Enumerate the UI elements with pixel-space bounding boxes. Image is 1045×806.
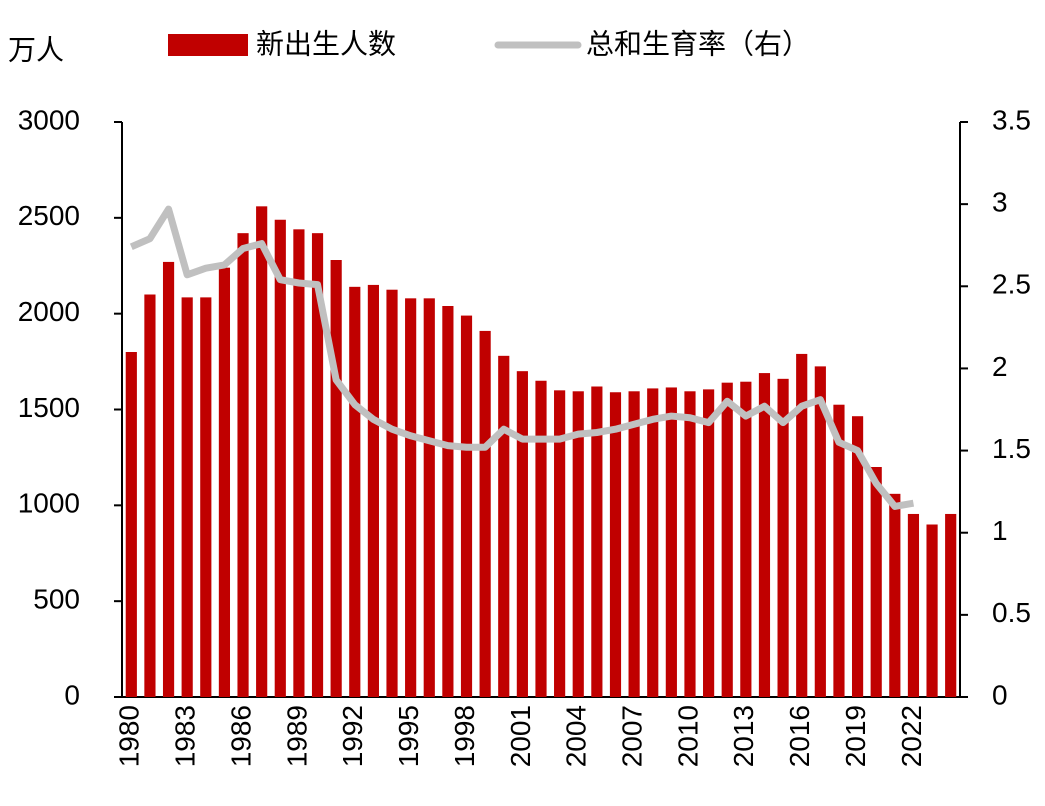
y2-tick-label: 1 [992,515,1008,546]
bar [479,330,491,697]
bar [758,373,771,697]
x-tick-label: 1998 [449,705,480,767]
bar [851,416,864,697]
bar [125,352,137,697]
y-tick-label: 0 [64,679,80,710]
x-tick-label: 1992 [337,705,368,767]
bar [293,229,305,698]
bar [609,392,622,697]
bar [237,233,249,697]
y-tick-label: 3000 [18,104,80,135]
x-tick-label: 1983 [170,705,201,767]
y-axis-label: 万人 [8,34,64,65]
x-tick-label: 1986 [225,705,256,767]
bar [181,297,193,697]
bar [814,366,826,697]
bar [926,524,938,697]
x-tick-label: 2013 [728,705,759,767]
bar [907,513,920,697]
x-tick-label: 2019 [840,705,871,767]
x-tick-label: 2007 [617,705,648,767]
bar [200,297,212,697]
bar [535,380,547,697]
y-tick-label: 1000 [18,488,80,519]
bar [498,355,510,697]
bar [330,260,342,697]
bar [647,388,659,697]
bar [442,306,454,697]
y2-tick-label: 1.5 [992,433,1031,464]
bar [386,289,398,697]
x-tick-label: 1980 [114,705,145,767]
bar [274,219,286,697]
bar [423,298,435,697]
bar [554,390,566,697]
y2-tick-label: 3 [992,187,1008,218]
y2-tick-label: 3.5 [992,104,1031,135]
y-tick-label: 2000 [18,296,80,327]
bar [945,513,957,697]
bar [777,378,789,697]
bar [162,261,175,697]
bar [740,381,752,697]
bar [256,206,268,698]
bar [870,467,882,697]
legend-swatch [168,34,248,56]
x-tick-label: 2001 [505,705,536,767]
y-tick-label: 2500 [18,200,80,231]
bar [144,294,156,697]
bar [405,298,417,697]
y2-tick-label: 0 [992,679,1008,710]
x-tick-label: 2010 [672,705,703,767]
bar [628,391,640,697]
bar [684,391,696,697]
bar [721,382,733,697]
bar [796,353,808,697]
bar [591,386,603,697]
x-tick-label: 2022 [896,705,927,767]
legend-label: 总和生育率（右） [586,28,810,59]
x-tick-label: 1995 [393,705,424,767]
y-tick-label: 1500 [18,392,80,423]
bar [889,493,901,697]
bar [665,387,677,697]
y-tick-label: 500 [33,584,80,615]
bar [833,404,845,697]
x-tick-label: 2004 [561,705,592,767]
bar [516,371,528,697]
bar [460,315,473,697]
bar [311,233,324,697]
x-tick-label: 2016 [784,705,815,767]
bar [703,389,715,697]
bar [349,286,361,697]
y2-tick-label: 0.5 [992,597,1031,628]
line [129,205,915,510]
legend-label: 新出生人数 [256,28,396,59]
x-tick-label: 1989 [281,705,312,767]
y2-tick-label: 2 [992,351,1008,382]
bar [367,284,379,697]
bar [218,267,231,697]
bar [572,391,584,697]
y2-tick-label: 2.5 [992,269,1031,300]
